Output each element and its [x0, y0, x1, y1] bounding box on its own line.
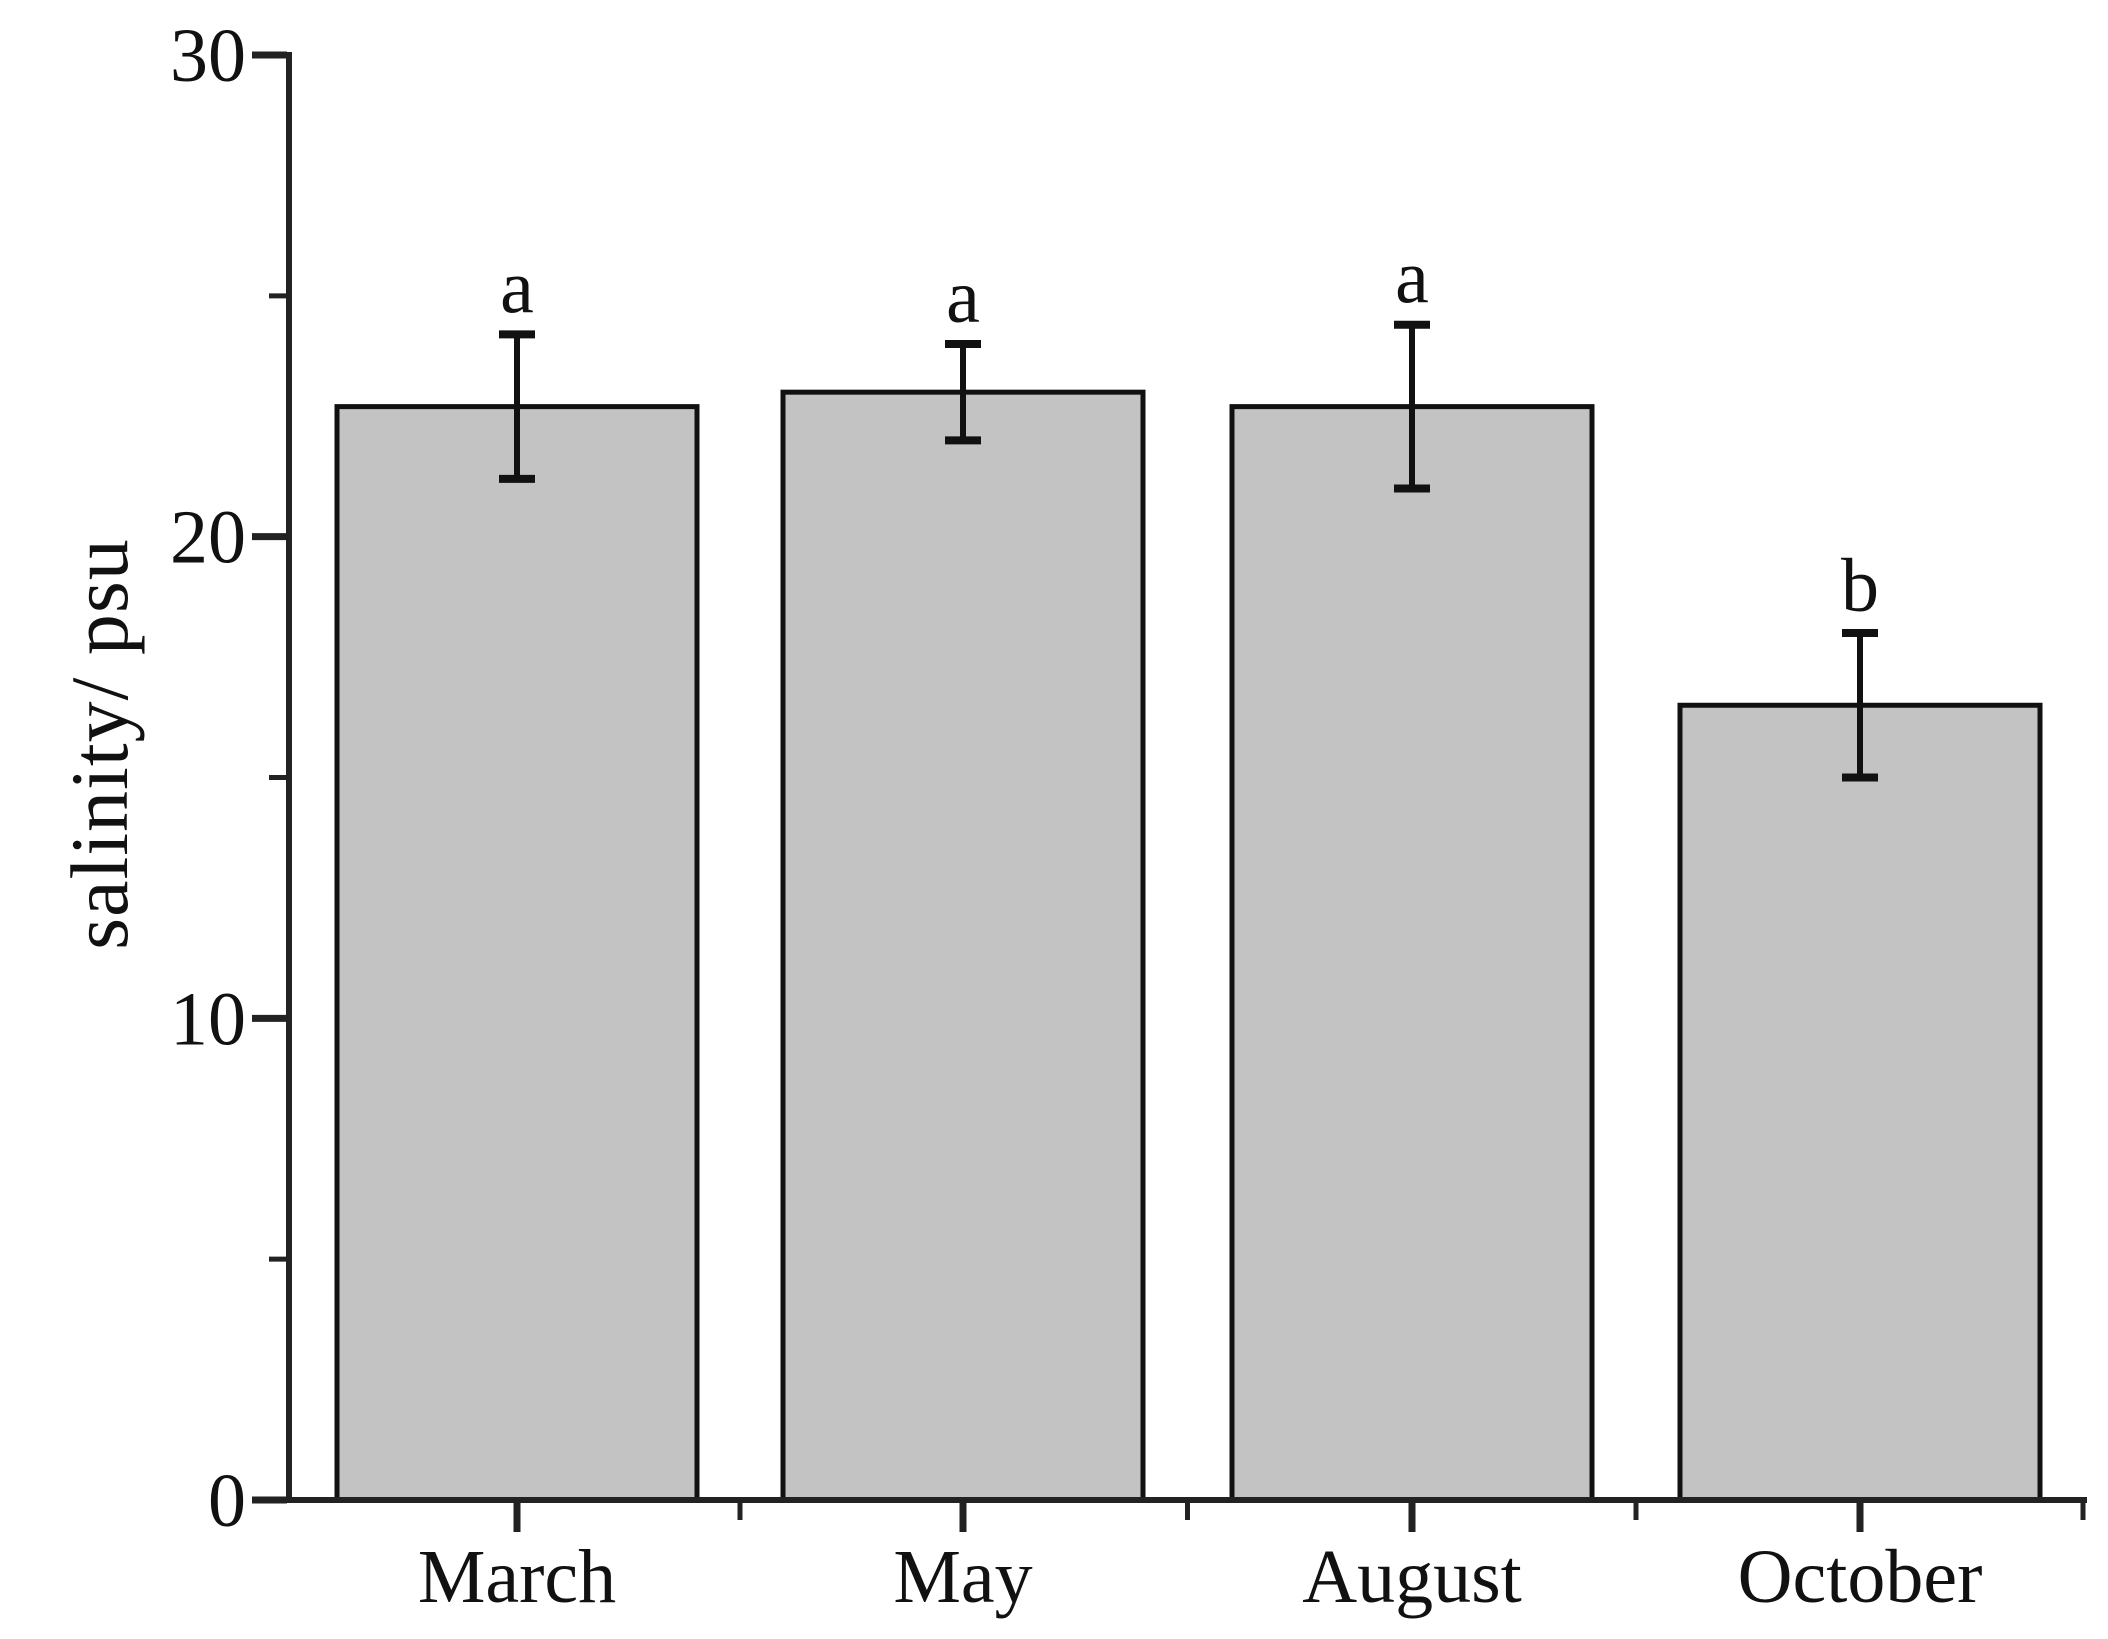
bar-may — [780, 389, 1146, 1503]
y-tick-label: 30 — [170, 14, 246, 98]
bar-october — [1677, 702, 2043, 1503]
bar-august — [1229, 404, 1595, 1503]
significance-letter-august: a — [1395, 236, 1429, 320]
x-tick-label-october: October — [1738, 1535, 1983, 1619]
significance-letter-may: a — [946, 255, 980, 339]
y-tick-label: 20 — [170, 496, 246, 580]
x-tick-label-march: March — [418, 1535, 616, 1619]
y-tick-label: 0 — [208, 1459, 246, 1543]
significance-letter-march: a — [500, 245, 534, 329]
y-tick-label: 10 — [170, 977, 246, 1061]
x-tick-label-may: May — [893, 1535, 1032, 1619]
bar-march — [334, 404, 700, 1503]
x-tick-label-august: August — [1302, 1535, 1522, 1619]
significance-letter-october: b — [1841, 544, 1879, 628]
